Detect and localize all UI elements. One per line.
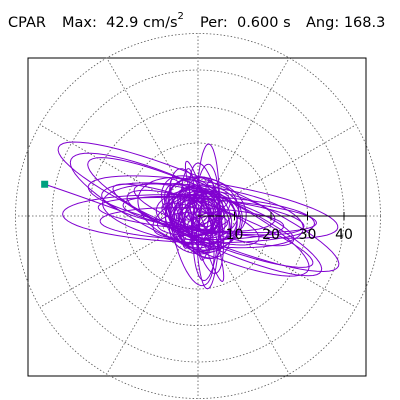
radial-tick-label-10: 10 (226, 227, 244, 243)
grid-spoke-300 (197, 215, 290, 375)
period-label: Per: (200, 15, 228, 31)
period-value: 0.600 s (236, 15, 291, 31)
orbit-loop-vertical-4 (184, 160, 225, 282)
grid-spoke-150 (39, 124, 199, 217)
station-code: CPAR (8, 15, 46, 31)
angle-readout: Ang: 168.3 (306, 14, 385, 32)
grid-spoke-30 (197, 124, 357, 217)
orbit-trace (44, 141, 340, 290)
radial-tick-label-30: 30 (299, 227, 317, 243)
angle-value: 168.3 (343, 15, 386, 31)
grid-spoke-60 (197, 57, 290, 217)
orbit-loop-small-31 (172, 194, 220, 241)
peak-marker (41, 180, 49, 188)
max-unit-exponent: 2 (177, 11, 184, 22)
angle-label: Ang: (306, 15, 340, 31)
orbit-loop-large-2 (62, 194, 316, 244)
max-value: 42.9 cm/s (106, 15, 178, 31)
orbit-loop-large-1 (97, 196, 318, 234)
max-readout: Max: 42.9 cm/s2 (62, 11, 184, 32)
orbit-loop-small-28 (180, 215, 199, 232)
orbit-loop-large-12 (101, 182, 276, 232)
radial-axis: 10 20 30 40 (198, 212, 366, 243)
orbit-loop-vertical-2 (198, 179, 215, 261)
radial-tick-label-20: 20 (262, 227, 280, 243)
grid-spoke-210 (39, 215, 199, 308)
orbit-loop-large-4 (57, 141, 340, 273)
radial-tick-label-40: 40 (335, 227, 353, 243)
max-label: Max: (62, 15, 97, 31)
orbit-loop-vertical-5 (192, 163, 221, 282)
orbit-peak-path (44, 183, 119, 211)
orbit-loop-vertical-3 (168, 168, 215, 287)
grid-spoke-240 (106, 215, 199, 375)
plot-frame (27, 57, 367, 377)
period-readout: Per: 0.600 s (200, 14, 291, 32)
grid-spoke-330 (197, 215, 357, 308)
orbit-loop-large-13 (102, 183, 304, 249)
orbit-loop-small-9 (179, 168, 195, 249)
grid-spoke-120 (106, 57, 199, 217)
peak-marker-layer (41, 180, 49, 188)
